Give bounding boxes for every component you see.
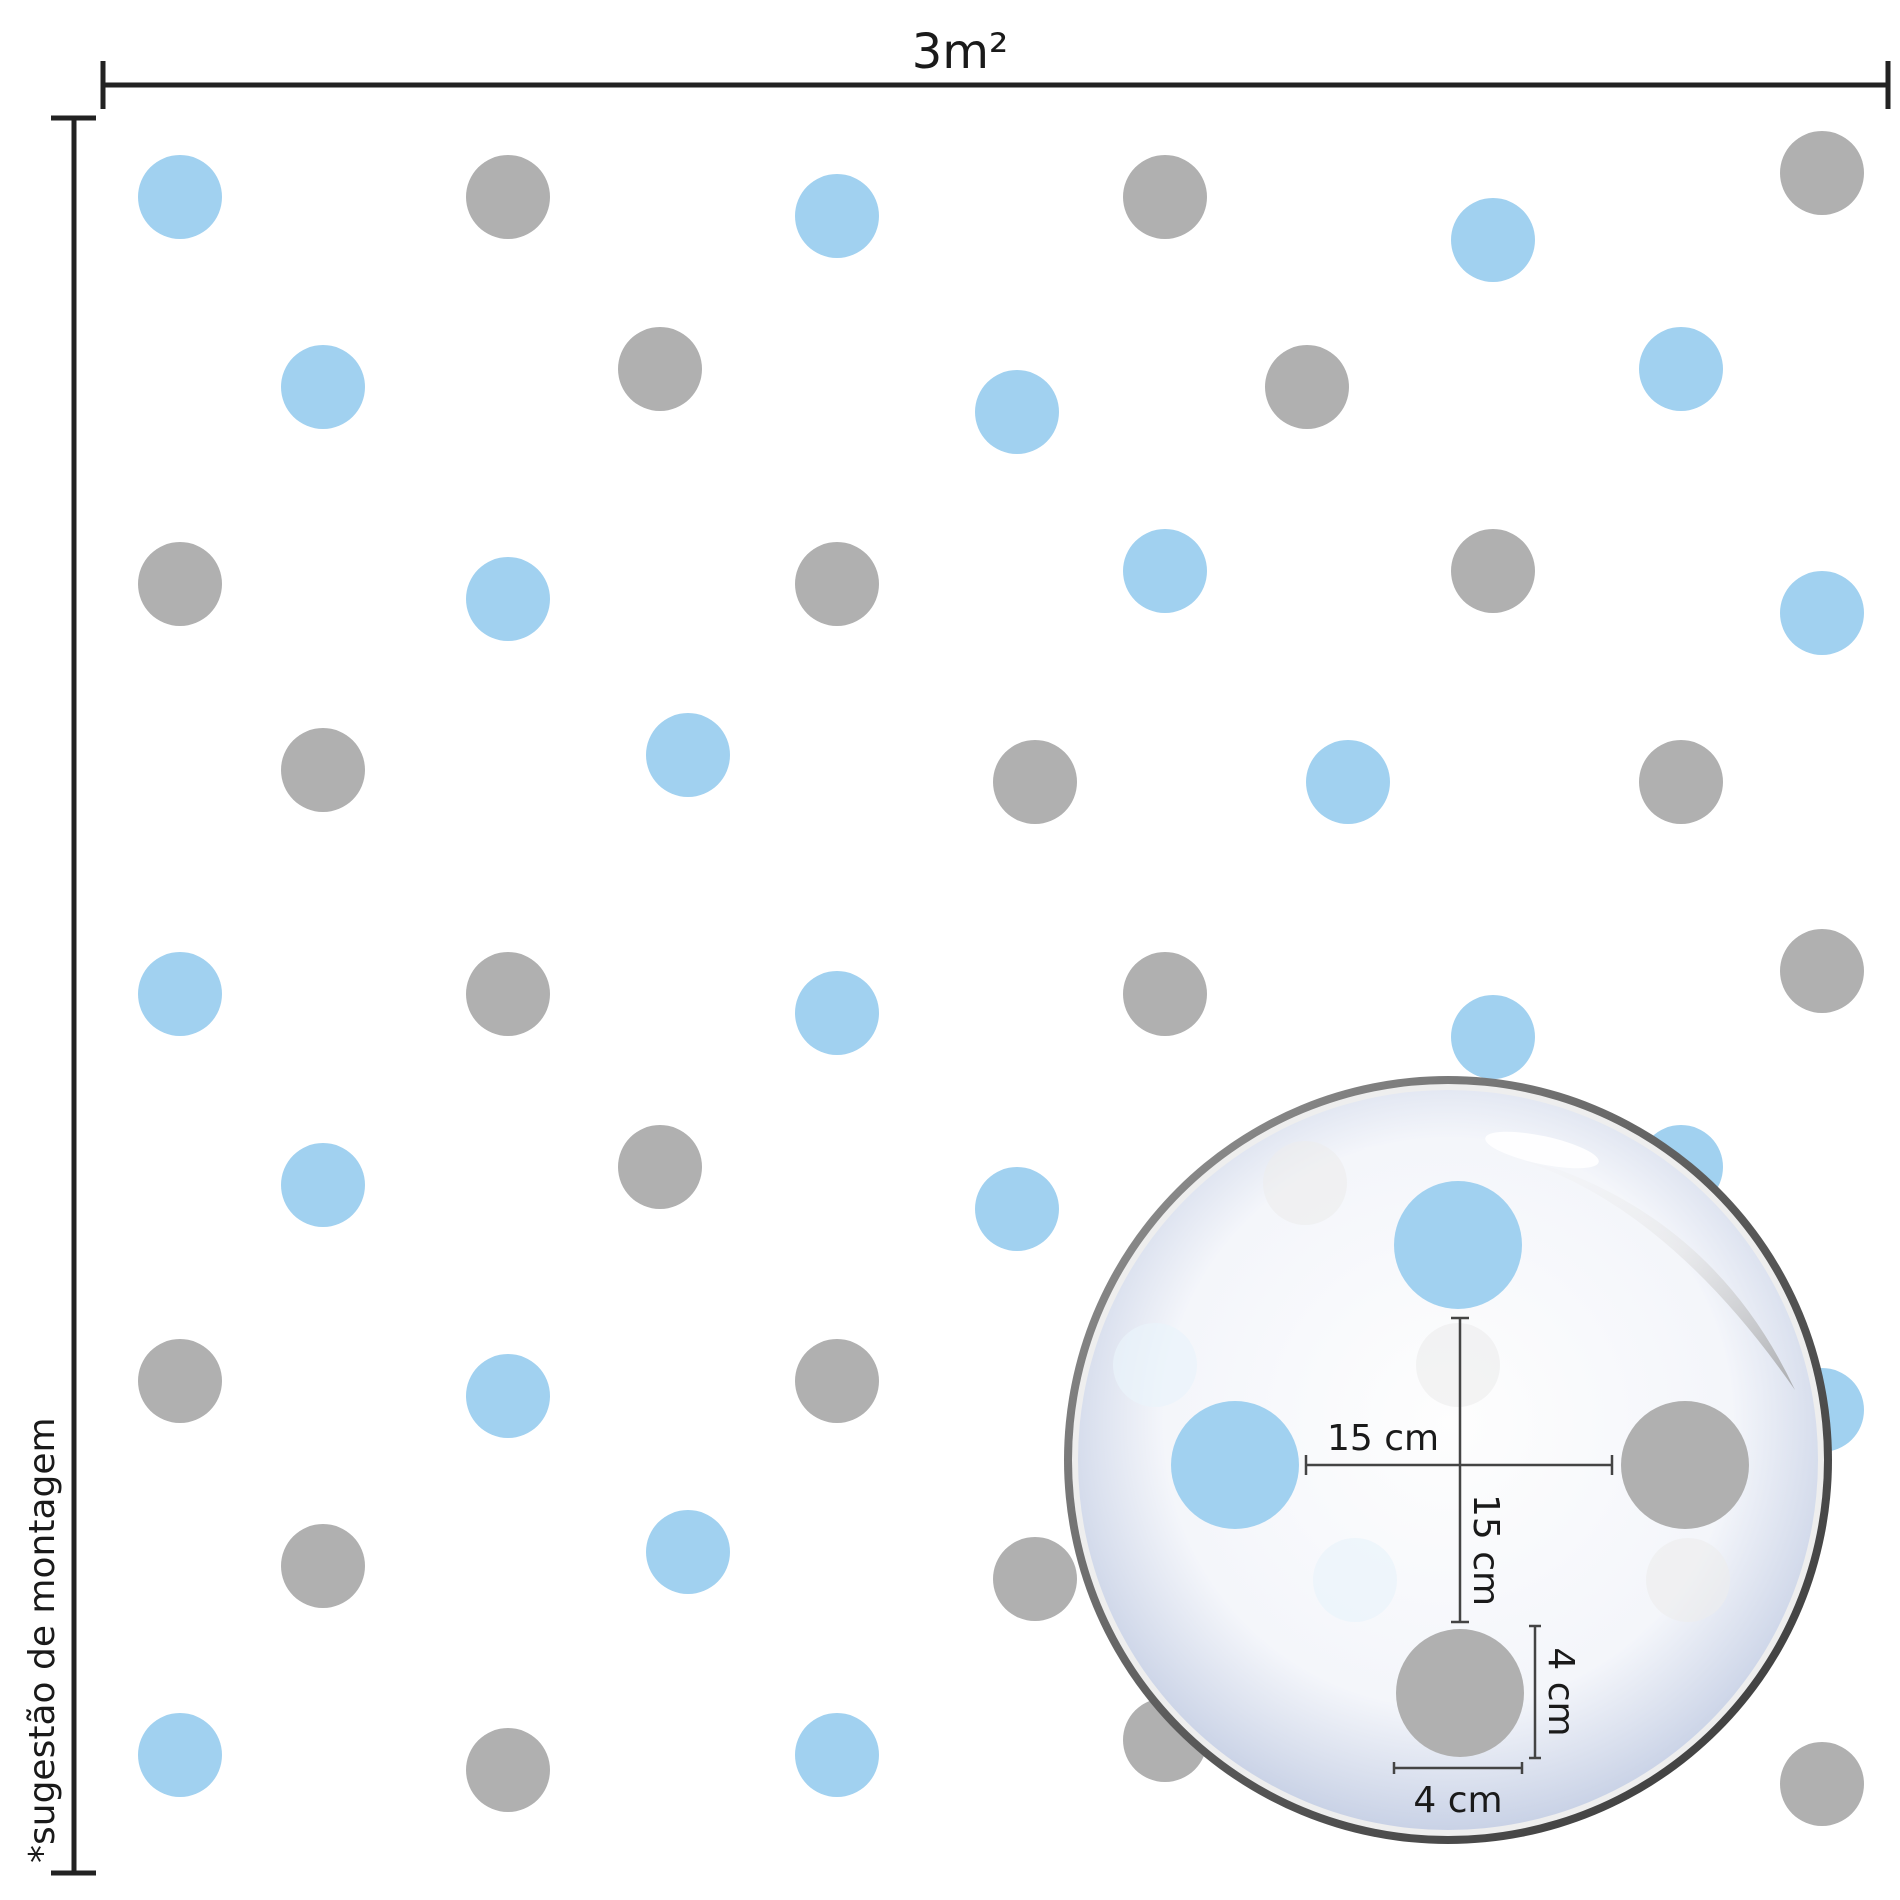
horizontal-spacing-label: 15 cm (1327, 1418, 1439, 1459)
blue-dot (138, 155, 222, 239)
blue-dot (1123, 529, 1207, 613)
magnifier-shine (1305, 1143, 1795, 1390)
gray-dot (466, 1728, 550, 1812)
blue-dot (466, 557, 550, 641)
magnified-faint-dot (1416, 1323, 1500, 1407)
magnifier-lens: 15 cm 15 cm 4 cm 4 cm (1064, 1076, 1832, 1844)
gray-dot (466, 155, 550, 239)
blue-dot (646, 713, 730, 797)
width-label: 3m² (912, 24, 1009, 80)
gray-dot (138, 542, 222, 626)
dot-height-label: 4 cm (1540, 1647, 1581, 1736)
gray-dot (618, 1125, 702, 1209)
mounting-suggestion-note: *sugestão de montagem (22, 1417, 63, 1863)
gray-dot (281, 728, 365, 812)
magnified-blue-dot-top (1394, 1181, 1522, 1309)
magnified-gray-dot-bottom (1396, 1629, 1524, 1757)
blue-dot (138, 1713, 222, 1797)
magnifier-highlight (1485, 1131, 1599, 1169)
blue-dot (138, 952, 222, 1036)
gray-dot (795, 542, 879, 626)
blue-dot (281, 345, 365, 429)
gray-dot (1780, 929, 1864, 1013)
gray-dot (993, 740, 1077, 824)
gray-dot (618, 327, 702, 411)
gray-dot (1265, 345, 1349, 429)
magnifier-glass (1078, 1090, 1818, 1830)
gray-dot (795, 1339, 879, 1423)
magnified-blue-dot-left (1171, 1401, 1299, 1529)
blue-dot (466, 1354, 550, 1438)
blue-dot (281, 1143, 365, 1227)
gray-dot (466, 952, 550, 1036)
blue-dot (975, 1167, 1059, 1251)
dot-width-label: 4 cm (1413, 1780, 1502, 1821)
gray-dot (281, 1524, 365, 1608)
blue-dot (795, 1713, 879, 1797)
blue-dot (1451, 995, 1535, 1079)
magnified-faint-dot (1113, 1323, 1197, 1407)
gray-dot (1780, 1742, 1864, 1826)
blue-dot (1451, 198, 1535, 282)
magnified-gray-dot-right (1621, 1401, 1749, 1529)
blue-dot (795, 971, 879, 1055)
spacing-measurements (1304, 1316, 1614, 1774)
gray-dot (1123, 952, 1207, 1036)
magnified-faint-dot (1313, 1538, 1397, 1622)
blue-dot (975, 370, 1059, 454)
blue-dot (1306, 740, 1390, 824)
gray-dot (1451, 529, 1535, 613)
gray-dot (1780, 131, 1864, 215)
height-dimension: *sugestão de montagem (22, 115, 96, 1876)
magnified-faint-dot (1263, 1141, 1347, 1225)
dot-field (138, 131, 1864, 1826)
gray-dot (1123, 155, 1207, 239)
gray-dot (993, 1537, 1077, 1621)
width-dimension: 3m² (100, 24, 1891, 109)
blue-dot (1639, 327, 1723, 411)
blue-dot (646, 1510, 730, 1594)
gray-dot (138, 1339, 222, 1423)
blue-dot (1780, 571, 1864, 655)
magnified-faint-dot (1646, 1538, 1730, 1622)
blue-dot (795, 174, 879, 258)
gray-dot (1639, 740, 1723, 824)
vertical-spacing-label: 15 cm (1465, 1494, 1506, 1606)
